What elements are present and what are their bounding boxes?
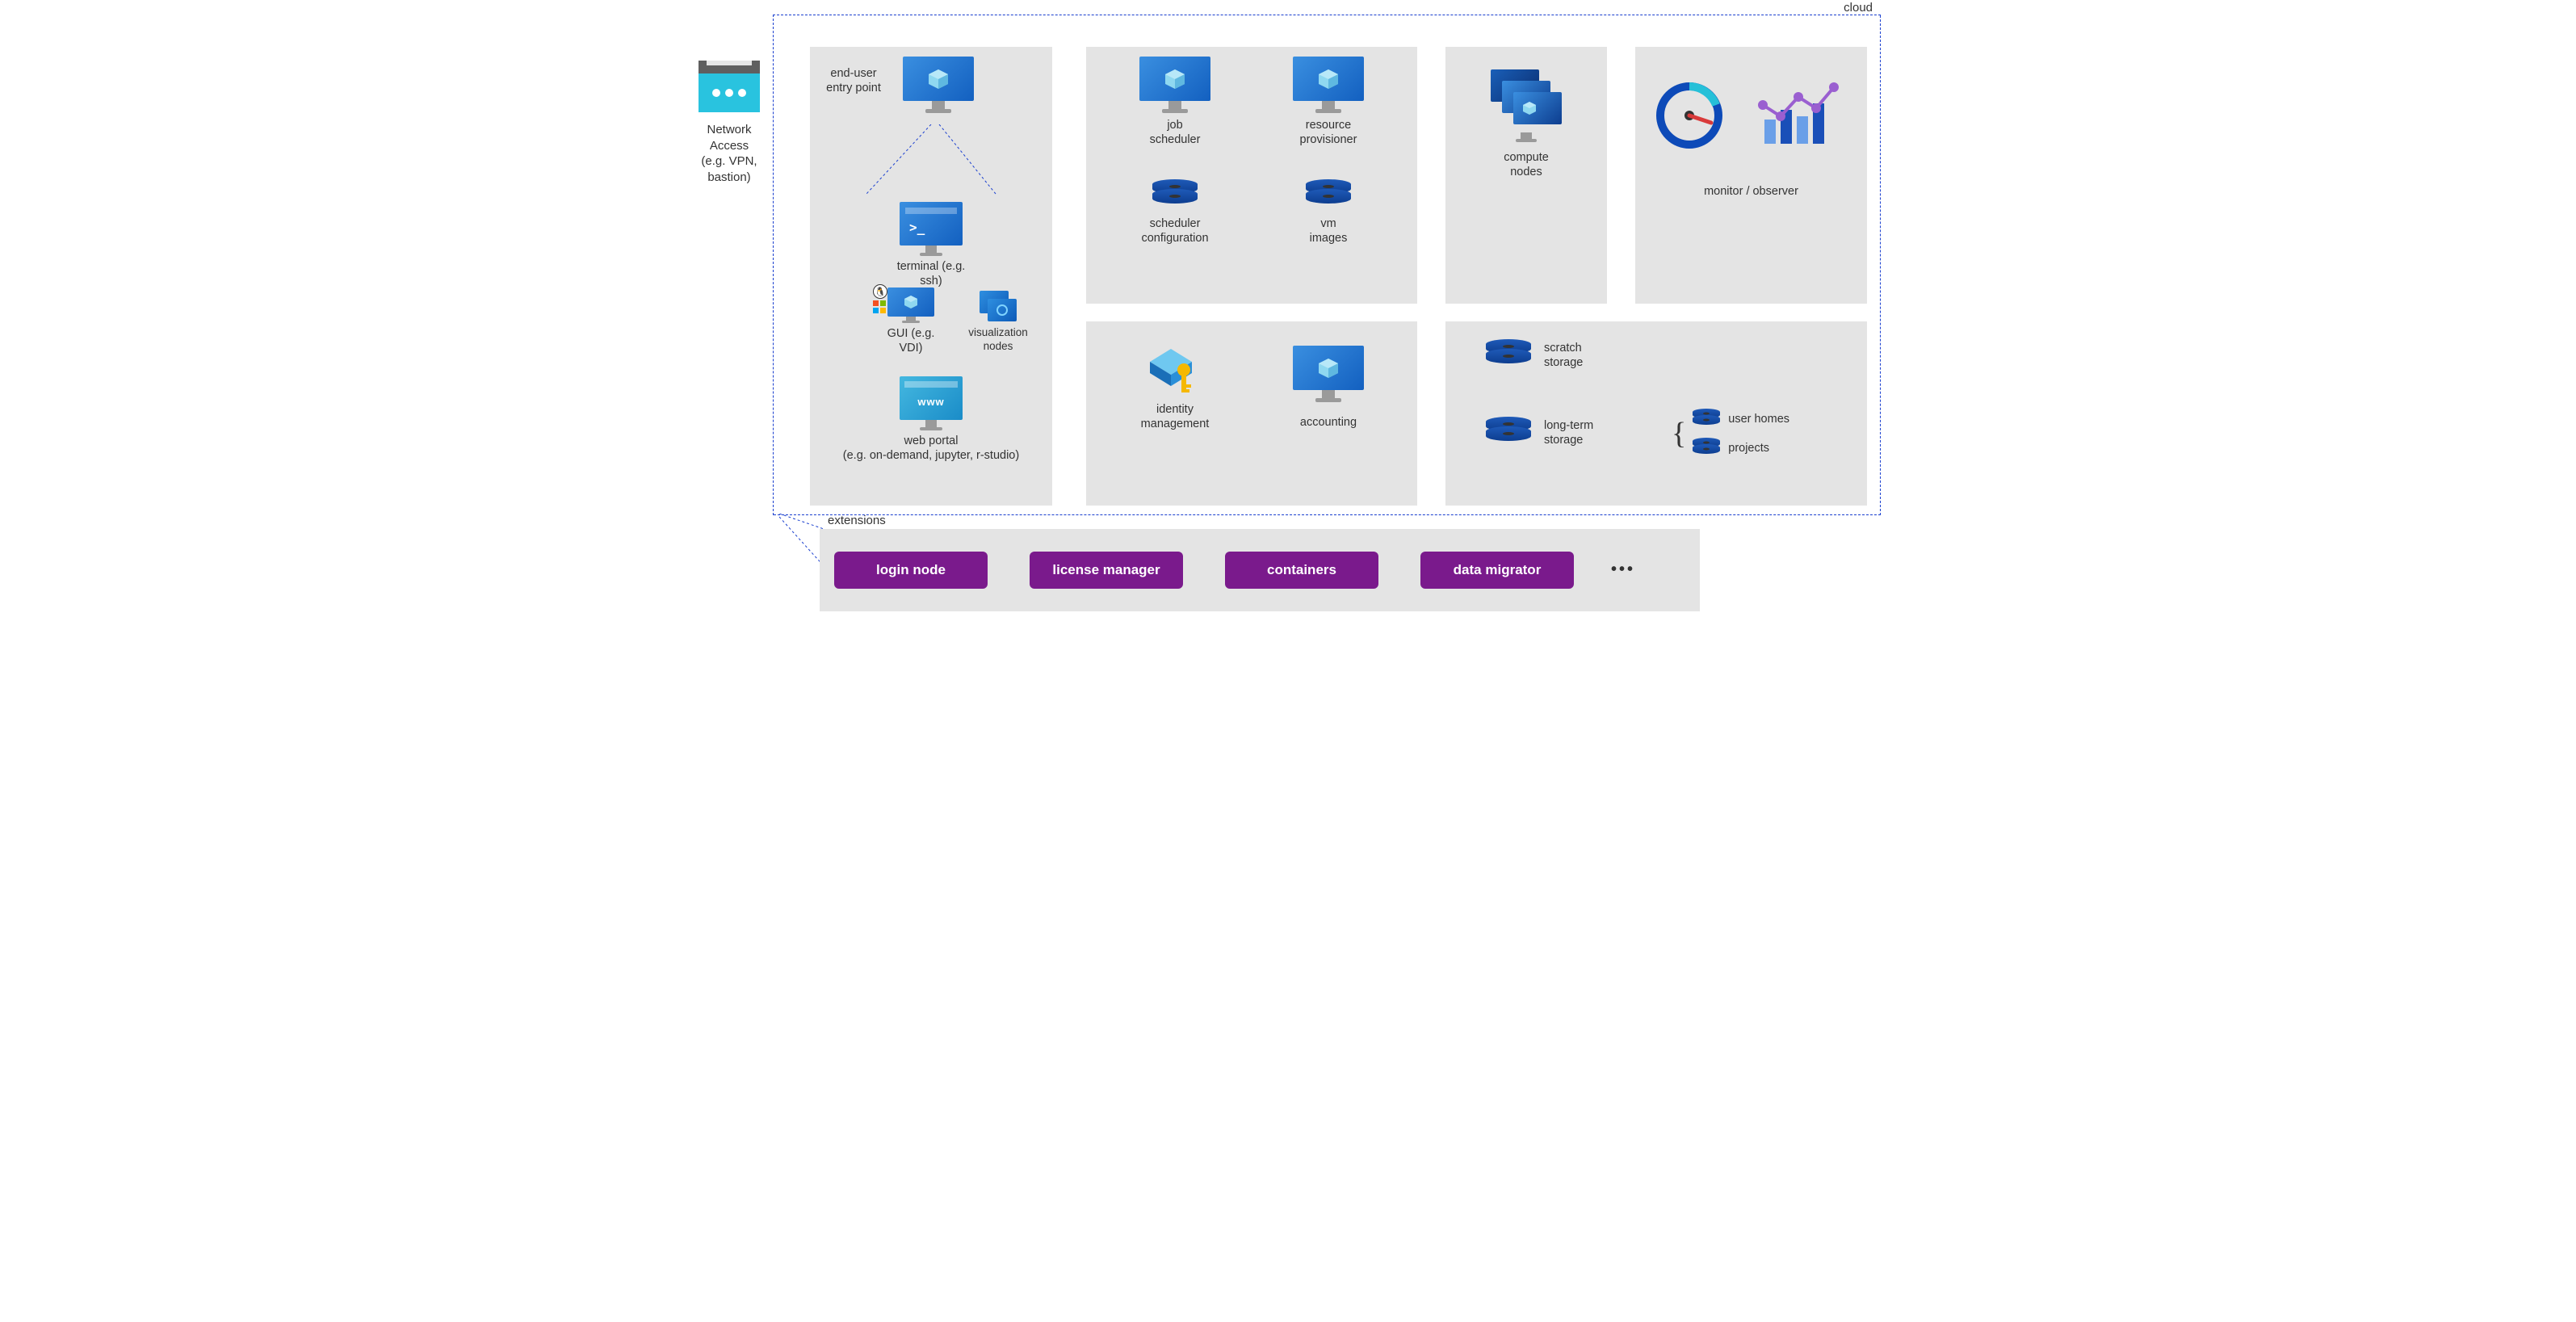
monitor-label: monitor / observer [1635,184,1867,199]
ext-btn-data-migrator[interactable]: data migrator [1420,552,1574,589]
web-portal-l2: (e.g. on-demand, jupyter, r-studio) [826,448,1036,463]
chart-icon [1756,81,1845,153]
windows-icon [873,300,886,313]
ext-more-icon: ••• [1611,560,1635,579]
ext-btn-login-node[interactable]: login node [834,552,988,589]
gui-block: 🐧 GUI (e.g. VDI) [875,287,947,355]
brace-icon: { [1672,422,1686,446]
panel-storage: scratchstorage long-termstorage { user h… [1445,321,1867,506]
identity-block: identitymanagement [1126,346,1223,431]
linux-icon: 🐧 [873,284,887,299]
ext-btn-containers[interactable]: containers [1225,552,1378,589]
scratch-storage-label: scratchstorage [1544,341,1583,370]
terminal-label: terminal (e.g. ssh) [887,259,975,288]
cloud-label: cloud [1844,1,1873,15]
monitor-icon [903,57,974,113]
ext-btn-license-manager[interactable]: license manager [1030,552,1183,589]
projects-label: projects [1728,441,1769,455]
terminal-block: >_ terminal (e.g. ssh) [887,202,975,288]
longterm-storage-block: long-termstorage [1486,417,1593,449]
compute-nodes-label: computenodes [1478,150,1575,179]
viz-nodes-label: visualizationnodes [962,326,1034,354]
accounting-label: accounting [1280,415,1377,430]
job-scheduler-label: jobscheduler [1126,118,1223,147]
disk-icon [1693,438,1720,459]
longterm-storage-label: long-termstorage [1544,418,1593,447]
panel-scheduler: jobscheduler resourceprovisioner schedul… [1086,47,1417,304]
entry-point-connector [858,124,1004,197]
vm-images-label: vmimages [1280,216,1377,246]
vm-images-block: vmimages [1280,179,1377,246]
panel-compute-nodes: computenodes [1445,47,1607,304]
extensions-label: extensions [828,514,886,527]
scratch-storage-block: scratchstorage [1486,339,1583,371]
network-access-label: Network Access (e.g. VPN, bastion) [689,122,770,185]
diagram-canvas: cloud Network Access (e.g. VPN, bastion)… [682,0,1894,622]
web-portal-l1: web portal [826,434,1036,448]
sched-config-block: schedulerconfiguration [1126,179,1223,246]
identity-label: identitymanagement [1126,402,1223,431]
job-scheduler-block: jobscheduler [1126,57,1223,147]
web-portal-block: ᴡᴡᴡ web portal (e.g. on-demand, jupyter,… [826,376,1036,463]
identity-icon [1147,346,1203,397]
viz-nodes-block: visualizationnodes [962,291,1034,354]
entry-point-label: end-userentry point [821,66,886,95]
user-homes-label: user homes [1728,412,1789,426]
panel-monitor: monitor / observer [1635,47,1867,304]
sched-config-label: schedulerconfiguration [1126,216,1223,246]
gui-label: GUI (e.g. VDI) [875,326,947,355]
panel-end-user-entry: end-userentry point >_ terminal (e.g. ss… [810,47,1052,506]
panel-identity-accounting: identitymanagement accounting [1086,321,1417,506]
network-access-block: Network Access (e.g. VPN, bastion) [689,57,770,185]
resource-provisioner-block: resourceprovisioner [1280,57,1377,147]
browser-icon [699,61,760,115]
storage-breakdown: { user homes projects [1672,409,1789,459]
gauge-icon [1655,81,1724,153]
resource-provisioner-label: resourceprovisioner [1280,118,1377,147]
compute-nodes-block: computenodes [1478,69,1575,179]
disk-icon [1693,409,1720,430]
accounting-block: accounting [1280,346,1377,430]
